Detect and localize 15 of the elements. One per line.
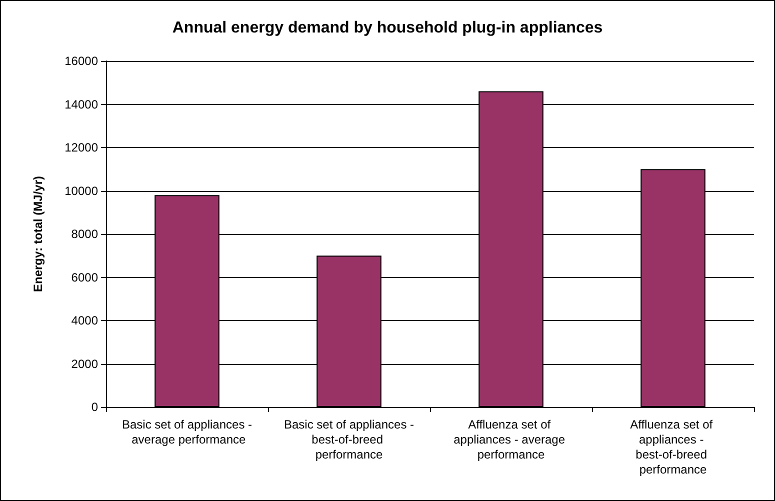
y-tick-label: 14000: [64, 97, 98, 112]
y-tick-label: 0: [91, 400, 98, 414]
y-tick-label: 2000: [71, 356, 98, 371]
y-tick-label: 12000: [64, 140, 98, 154]
y-tick-label: 10000: [64, 184, 98, 198]
y-axis-title: Energy: total (MJ/yr): [31, 176, 45, 292]
y-tick-label: 8000: [71, 227, 98, 241]
x-tick-label: Affluenza set of appliances - average performance: [454, 418, 568, 462]
x-tick-label: Basic set of appliances - best-of-breed performance: [284, 418, 414, 462]
chart-title: Annual energy demand by household plug-in appliances: [172, 20, 603, 36]
x-tick-label: Basic set of appliances - average performance: [122, 418, 252, 446]
x-tick-label: Affluenza set of appliances - best-of-breed performance: [630, 418, 716, 476]
y-tick-label: 4000: [71, 314, 98, 328]
y-tick-label: 6000: [71, 270, 98, 284]
y-tick-label: 16000: [64, 54, 98, 68]
